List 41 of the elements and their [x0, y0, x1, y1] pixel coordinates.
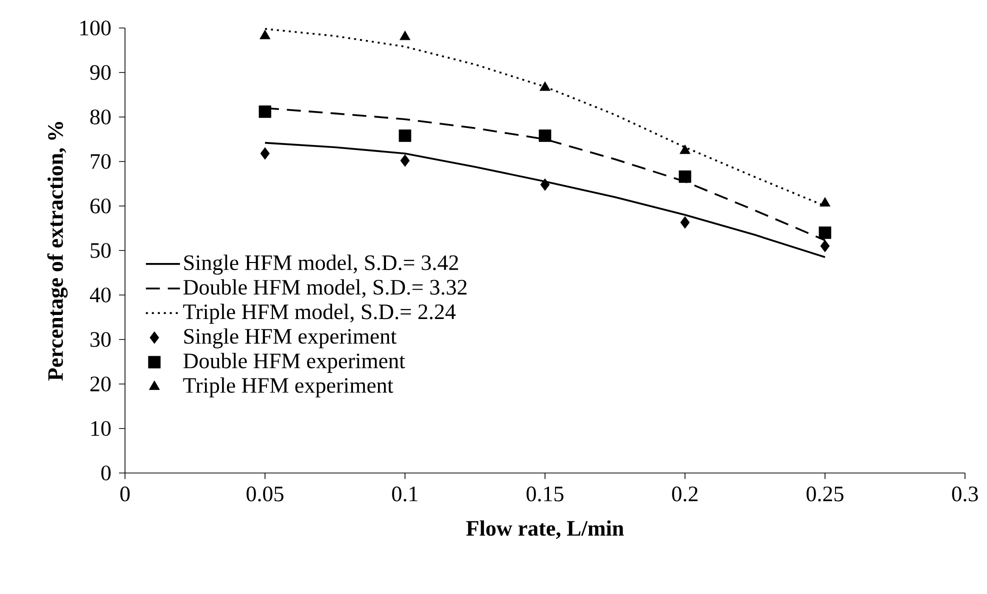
x-tick-label: 0 — [120, 486, 130, 502]
y-tick-label: 90 — [90, 65, 111, 80]
point — [538, 129, 552, 142]
y-tick-label: 0 — [101, 466, 111, 480]
x-tick-label: 0.2 — [672, 486, 698, 502]
legend-label: Single HFM model, S.D.= 3.42 — [184, 254, 458, 275]
point — [260, 30, 270, 40]
point — [400, 30, 410, 40]
x-tick-label: 0.1 — [392, 486, 418, 502]
x-axis-title: Flow rate, L/min — [466, 520, 624, 539]
point — [818, 226, 832, 239]
point — [400, 154, 410, 167]
legend-label: Triple HFM model, S.D.= 2.24 — [183, 304, 456, 324]
y-tick-label: 80 — [90, 110, 111, 124]
point — [680, 144, 690, 154]
point — [540, 178, 550, 191]
x-tick-label: 0.25 — [806, 486, 844, 502]
y-tick-label: 20 — [90, 376, 111, 392]
x-tick-label: 0.3 — [952, 486, 978, 502]
legend-label: Double HFM experiment — [183, 352, 406, 373]
y-axis-title: Percentage of extraction, % — [47, 122, 68, 381]
point — [680, 216, 690, 229]
y-tick-label: 60 — [90, 198, 111, 214]
y-tick-label: 10 — [91, 421, 111, 436]
x-tick-label: 0.05 — [246, 486, 284, 502]
point — [820, 197, 830, 207]
y-tick-label: 50 — [90, 243, 111, 258]
legend-label: Single HFM experiment — [184, 328, 397, 348]
point — [820, 240, 830, 252]
point — [678, 170, 692, 183]
legend-label: Double HFM model, S.D.= 3.32 — [183, 279, 467, 298]
y-tick-label: 40 — [90, 288, 111, 302]
point — [258, 105, 272, 118]
legend-label: Triple HFM experiment — [183, 377, 394, 398]
y-tick-label: 70 — [90, 154, 111, 169]
point — [398, 129, 412, 142]
y-tick-label: 100 — [80, 20, 111, 36]
point — [260, 147, 270, 160]
point — [540, 81, 550, 91]
y-tick-label: 30 — [90, 332, 111, 347]
x-tick-label: 0.15 — [526, 486, 564, 502]
